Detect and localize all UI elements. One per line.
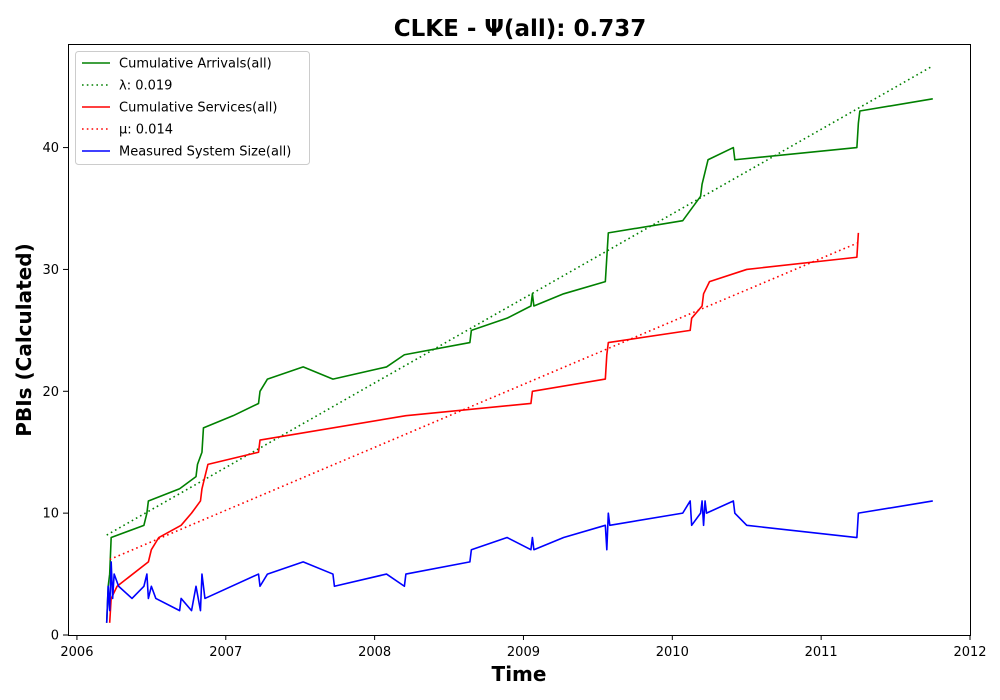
x-axis-label: Time bbox=[492, 662, 547, 686]
plot-area-frame bbox=[68, 44, 971, 636]
legend-label: Cumulative Services(all) bbox=[119, 101, 277, 116]
y-tick-label: 40 bbox=[42, 141, 59, 156]
chart-title: CLKE - Ψ(all): 0.737 bbox=[394, 16, 646, 42]
x-tick-label: 2011 bbox=[805, 645, 838, 660]
y-axis-label: PBIs (Calculated) bbox=[12, 243, 36, 436]
legend-label: Cumulative Arrivals(all) bbox=[119, 57, 272, 72]
x-tick-label: 2007 bbox=[209, 645, 242, 660]
y-tick-label: 30 bbox=[42, 263, 59, 278]
series-layer bbox=[105, 65, 934, 623]
series-line-1 bbox=[105, 98, 933, 623]
x-tick-label: 2006 bbox=[60, 645, 93, 660]
x-axis: 2006 2007 2008 2009 2010 2011 2012 bbox=[60, 635, 987, 660]
y-tick-label: 10 bbox=[42, 507, 59, 522]
y-tick-label: 20 bbox=[42, 385, 59, 400]
series-line-5 bbox=[105, 500, 933, 623]
y-tick-label: 0 bbox=[51, 629, 59, 644]
series-line-3 bbox=[108, 232, 860, 623]
x-tick-label: 2009 bbox=[507, 645, 540, 660]
legend-box bbox=[75, 51, 310, 165]
y-axis: 0 10 20 30 40 bbox=[42, 141, 68, 644]
legend-label: Measured System Size(all) bbox=[119, 145, 291, 160]
series-line-4 bbox=[109, 241, 859, 561]
x-tick-label: 2008 bbox=[358, 645, 391, 660]
legend: Cumulative Arrivals(all) λ: 0.019 Cumulati… bbox=[75, 51, 310, 165]
legend-label: μ: 0.014 bbox=[119, 123, 173, 138]
x-tick-label: 2012 bbox=[953, 645, 986, 660]
legend-label: λ: 0.019 bbox=[119, 79, 172, 94]
x-tick-label: 2010 bbox=[656, 645, 689, 660]
